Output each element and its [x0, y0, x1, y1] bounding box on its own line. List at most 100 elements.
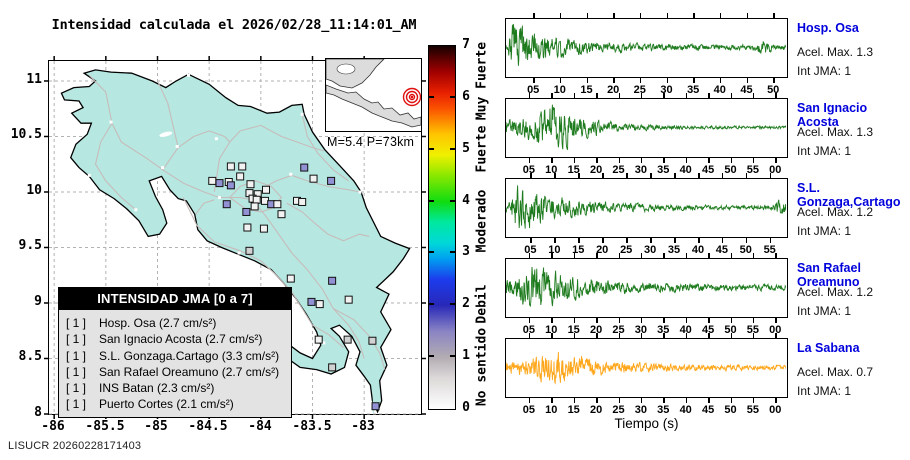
- waveform-tick-mark: [602, 238, 604, 243]
- legend-item: [ 1 ] Hosp. Osa (2.7 cm/s²): [66, 315, 285, 331]
- waveform-tick-mark: [530, 238, 532, 243]
- y-tick-label: 10: [26, 183, 42, 198]
- station-marker: [215, 179, 224, 188]
- waveform-tick-label: 40: [679, 324, 692, 336]
- legend-item-intensity: [ 1 ]: [66, 332, 87, 347]
- station-marker: [328, 363, 337, 372]
- waveform-tick-mark: [730, 93, 732, 98]
- waveform-canvas: [506, 185, 786, 229]
- station-acel-max: Acel. Max. 0.7: [797, 365, 874, 379]
- legend-item-intensity: [ 1 ]: [66, 381, 87, 396]
- waveform-tick-mark: [752, 398, 755, 403]
- y-tick-label: 9: [34, 294, 42, 309]
- waveform-tick-label: 05: [522, 324, 536, 336]
- waveform-tick-mark: [708, 333, 710, 338]
- legend-item-label: S.L. Gonzaga.Cartago (3.3 cm/s²): [99, 348, 280, 363]
- colorbar-tick-mark: [450, 200, 455, 202]
- waveform-tick-label: 35: [657, 404, 670, 416]
- epicenter-icon: [402, 87, 422, 107]
- inset-location-map: [325, 58, 422, 132]
- station-marker: [238, 162, 247, 171]
- waveform-tick-mark: [554, 238, 556, 243]
- waveform-tick-mark: [551, 158, 553, 163]
- waveform-tick-label: 45: [701, 404, 715, 416]
- colorbar-category-label: Moderado: [474, 189, 490, 253]
- waveform-trace: [506, 185, 786, 229]
- colorbar-tick-mark: [450, 148, 455, 150]
- waveform-tick-mark: [730, 333, 732, 338]
- waveform-tick-label: 25: [612, 164, 625, 176]
- colorbar-tick-label: 4: [462, 193, 470, 208]
- watermark: LISUCR 20260228171403: [8, 440, 142, 452]
- legend-item-label: San Ignacio Acosta (2.7 cm/s²): [99, 332, 263, 347]
- waveform-tick-label: 10: [545, 164, 558, 176]
- waveform-canvas: [506, 351, 786, 385]
- legend-item-intensity: [ 1 ]: [66, 397, 87, 412]
- waveform-tick-mark: [663, 318, 665, 323]
- station-name: San Ignacio Acosta: [797, 101, 868, 129]
- x-tick-label: -84: [248, 419, 272, 434]
- colorbar-tick-label: 7: [462, 37, 470, 52]
- colorbar-category-label: Debil: [474, 284, 490, 324]
- waveform-tick-mark: [626, 238, 628, 243]
- waveform-tick-mark: [640, 253, 643, 258]
- waveform-tick-label: 55: [763, 244, 776, 256]
- waveform-tick-mark: [618, 398, 620, 403]
- waveform-tick-mark: [752, 318, 755, 323]
- intensity-colorbar: [428, 45, 456, 410]
- station-marker: [246, 180, 255, 189]
- station-marker: [327, 176, 336, 185]
- waveform-tick-label: 30: [634, 164, 648, 176]
- station-markers: [208, 162, 380, 411]
- waveform-tick-mark: [663, 253, 665, 258]
- waveform-trace: [506, 351, 786, 385]
- waveform-canvas: [506, 266, 786, 308]
- waveform-tick-mark: [640, 158, 643, 163]
- waveform-tick-label: 15: [567, 164, 580, 176]
- waveform-panel: [505, 338, 788, 398]
- waveform-tick-label: 35: [687, 84, 700, 96]
- waveform-tick-mark: [775, 333, 777, 338]
- y-tick-label: 8: [34, 405, 42, 420]
- waveform-tick-mark: [533, 13, 535, 18]
- waveform-tick-mark: [618, 333, 620, 338]
- waveform-tick-label: 50: [724, 324, 737, 336]
- waveform-tick-mark: [708, 158, 710, 163]
- waveform-tick-label: 55: [746, 324, 760, 336]
- waveform-tick-mark: [528, 93, 531, 98]
- station-int-jma: Int JMA: 1: [797, 304, 852, 318]
- waveform-tick-mark: [685, 158, 688, 163]
- inset-costa-rica-panama: [325, 84, 422, 128]
- waveform-tick-mark: [573, 93, 576, 98]
- waveform-trace: [506, 23, 786, 66]
- waveform-tick-mark: [618, 93, 620, 98]
- waveform-tick-mark: [640, 398, 643, 403]
- colorbar-tick-mark: [450, 251, 455, 253]
- waveform-tick-mark: [685, 318, 688, 323]
- waveform-tick-mark: [663, 398, 665, 403]
- legend-title: INTENSIDAD JMA [0 a 7]: [58, 287, 292, 310]
- waveform-tick-label: 00: [769, 404, 782, 416]
- waveform-tick-mark: [666, 13, 668, 18]
- station-marker: [300, 163, 309, 172]
- waveform-tick-mark: [640, 93, 643, 98]
- waveform-panel: [505, 178, 788, 238]
- waveform-tick-label: 05: [527, 84, 540, 96]
- waveform-tick-mark: [530, 173, 532, 178]
- station-marker: [262, 185, 270, 194]
- waveform-tick-label: 45: [701, 164, 715, 176]
- legend-item-intensity: [ 1 ]: [66, 316, 87, 330]
- y-tick-label: 10.5: [10, 127, 42, 142]
- inset-nicaragua: [325, 58, 385, 89]
- waveform-tick-mark: [719, 13, 722, 18]
- colorbar-tick-label: 1: [462, 348, 470, 363]
- station-acel-max: Acel. Max. 1.2: [797, 205, 874, 219]
- waveform-tick-label: 30: [634, 324, 648, 336]
- waveform-tick-mark: [551, 398, 553, 403]
- waveform-tick-mark: [528, 158, 531, 163]
- waveform-tick-mark: [596, 318, 598, 323]
- inset-canvas: [325, 58, 422, 128]
- colorbar-tick-label: 6: [462, 89, 470, 104]
- waveform-tick-mark: [586, 13, 588, 18]
- waveform-tick-mark: [559, 13, 562, 18]
